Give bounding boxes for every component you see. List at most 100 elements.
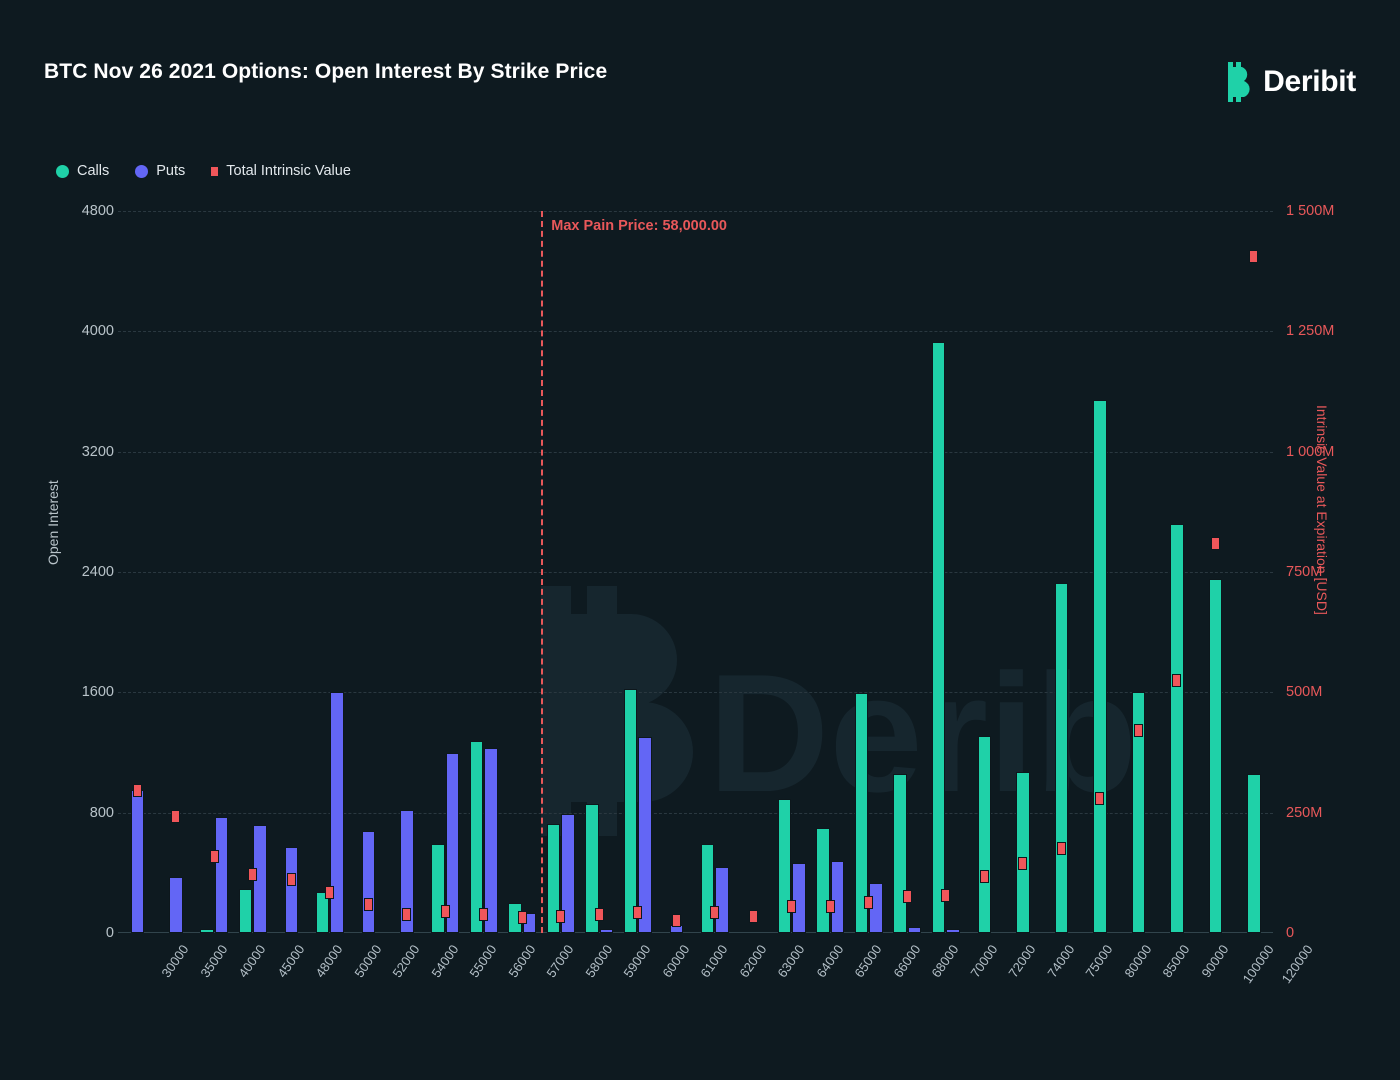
- intrinsic-value-marker[interactable]: [286, 872, 296, 886]
- bar-calls[interactable]: [1131, 691, 1145, 933]
- intrinsic-value-marker[interactable]: [1210, 536, 1220, 550]
- y-axis-left-tick: 800: [89, 804, 114, 821]
- intrinsic-value-marker[interactable]: [1056, 842, 1066, 856]
- gridline: [118, 331, 1273, 333]
- intrinsic-value-marker[interactable]: [825, 900, 835, 914]
- bar-puts[interactable]: [361, 831, 375, 933]
- x-axis-tick: 65000: [851, 942, 885, 981]
- x-axis-tick: 55000: [466, 942, 500, 981]
- intrinsic-value-marker[interactable]: [1095, 791, 1105, 805]
- x-axis-tick: 100000: [1239, 942, 1277, 987]
- bar-puts[interactable]: [715, 866, 729, 933]
- x-axis-tick: 62000: [736, 942, 770, 981]
- intrinsic-value-marker[interactable]: [748, 909, 758, 923]
- bar-calls[interactable]: [854, 693, 869, 933]
- x-axis-tick: 63000: [774, 942, 808, 981]
- x-axis-tick: 52000: [389, 942, 423, 981]
- bar-calls[interactable]: [431, 843, 445, 933]
- bar-puts[interactable]: [830, 860, 845, 933]
- y-axis-left-label: Open Interest: [45, 480, 61, 565]
- bar-puts[interactable]: [792, 863, 806, 933]
- intrinsic-value-marker[interactable]: [1249, 250, 1259, 264]
- bar-calls[interactable]: [1016, 772, 1030, 933]
- bar-calls[interactable]: [1208, 578, 1222, 933]
- bar-puts[interactable]: [484, 748, 498, 933]
- bar-puts[interactable]: [330, 691, 344, 933]
- bar-calls[interactable]: [200, 928, 214, 933]
- intrinsic-value-marker[interactable]: [440, 904, 450, 918]
- intrinsic-value-marker[interactable]: [864, 896, 874, 910]
- bar-calls[interactable]: [931, 341, 946, 933]
- x-axis-tick: 64000: [813, 942, 847, 981]
- bar-calls[interactable]: [816, 827, 830, 933]
- intrinsic-value-marker[interactable]: [902, 890, 912, 904]
- intrinsic-value-marker[interactable]: [1018, 856, 1028, 870]
- gridline: [118, 572, 1273, 573]
- bar-calls[interactable]: [1093, 399, 1107, 933]
- intrinsic-value-marker[interactable]: [132, 783, 142, 797]
- intrinsic-value-marker[interactable]: [556, 909, 566, 923]
- bar-puts[interactable]: [169, 876, 183, 933]
- bar-puts[interactable]: [130, 790, 144, 933]
- intrinsic-value-marker[interactable]: [941, 888, 951, 902]
- bar-calls[interactable]: [623, 688, 638, 933]
- bar-puts[interactable]: [214, 817, 229, 933]
- x-axis-tick: 75000: [1082, 942, 1116, 981]
- bar-calls[interactable]: [893, 773, 907, 933]
- legend-item-total-intrinsic-value[interactable]: Total Intrinsic Value: [211, 160, 351, 182]
- intrinsic-value-marker[interactable]: [363, 897, 373, 911]
- bar-calls[interactable]: [1054, 582, 1068, 933]
- legend-item-calls[interactable]: Calls: [56, 160, 109, 182]
- legend-swatch-puts: [135, 164, 149, 178]
- intrinsic-value-marker[interactable]: [209, 850, 219, 864]
- bar-calls[interactable]: [1170, 523, 1184, 933]
- x-axis-tick: 50000: [351, 942, 385, 981]
- bar-puts[interactable]: [599, 928, 614, 933]
- intrinsic-value-marker[interactable]: [171, 809, 181, 823]
- bar-puts[interactable]: [946, 929, 960, 933]
- y-axis-right-tick: 1 250M: [1286, 323, 1335, 340]
- x-axis-tick: 58000: [582, 942, 616, 981]
- bar-calls[interactable]: [546, 823, 561, 933]
- x-axis-tick: 85000: [1159, 942, 1193, 981]
- intrinsic-value-marker[interactable]: [479, 908, 489, 922]
- max-pain-label: Max Pain Price: 58,000.00: [551, 218, 727, 234]
- bar-calls[interactable]: [700, 844, 715, 933]
- intrinsic-value-marker[interactable]: [248, 867, 258, 881]
- intrinsic-value-marker[interactable]: [517, 910, 527, 924]
- bar-calls[interactable]: [585, 804, 599, 933]
- intrinsic-value-marker[interactable]: [594, 908, 604, 922]
- chart-header: BTC Nov 26 2021 Options: Open Interest B…: [0, 0, 1400, 130]
- intrinsic-value-marker[interactable]: [633, 905, 643, 919]
- bar-calls[interactable]: [315, 892, 330, 933]
- x-axis-tick: 57000: [543, 942, 577, 981]
- legend-item-puts[interactable]: Puts: [135, 160, 185, 182]
- intrinsic-value-marker[interactable]: [710, 905, 720, 919]
- bar-puts[interactable]: [561, 814, 575, 933]
- intrinsic-value-marker[interactable]: [325, 885, 335, 899]
- x-axis-tick: 56000: [505, 942, 539, 981]
- intrinsic-value-marker[interactable]: [787, 900, 797, 914]
- max-pain-line: [541, 211, 544, 933]
- bar-puts[interactable]: [907, 926, 922, 933]
- bar-puts[interactable]: [400, 810, 414, 933]
- plot-canvas: Deribit Max Pain Price: 58,000.00: [118, 211, 1273, 933]
- bar-puts[interactable]: [445, 752, 460, 933]
- intrinsic-value-marker[interactable]: [402, 908, 412, 922]
- intrinsic-value-marker[interactable]: [979, 869, 989, 883]
- bar-calls[interactable]: [977, 735, 991, 933]
- intrinsic-value-marker[interactable]: [1133, 724, 1143, 738]
- x-axis-tick: 45000: [274, 942, 308, 981]
- bar-calls[interactable]: [469, 741, 484, 933]
- bar-calls[interactable]: [1247, 774, 1261, 933]
- y-axis-right-tick: 500M: [1286, 684, 1323, 701]
- x-axis-tick: 74000: [1044, 942, 1078, 981]
- intrinsic-value-marker[interactable]: [671, 914, 681, 928]
- intrinsic-value-marker[interactable]: [1172, 673, 1182, 687]
- bar-puts[interactable]: [638, 737, 652, 933]
- bar-calls[interactable]: [238, 888, 253, 933]
- bar-puts[interactable]: [284, 847, 298, 933]
- gridline: [118, 812, 1273, 814]
- bar-calls[interactable]: [777, 799, 792, 933]
